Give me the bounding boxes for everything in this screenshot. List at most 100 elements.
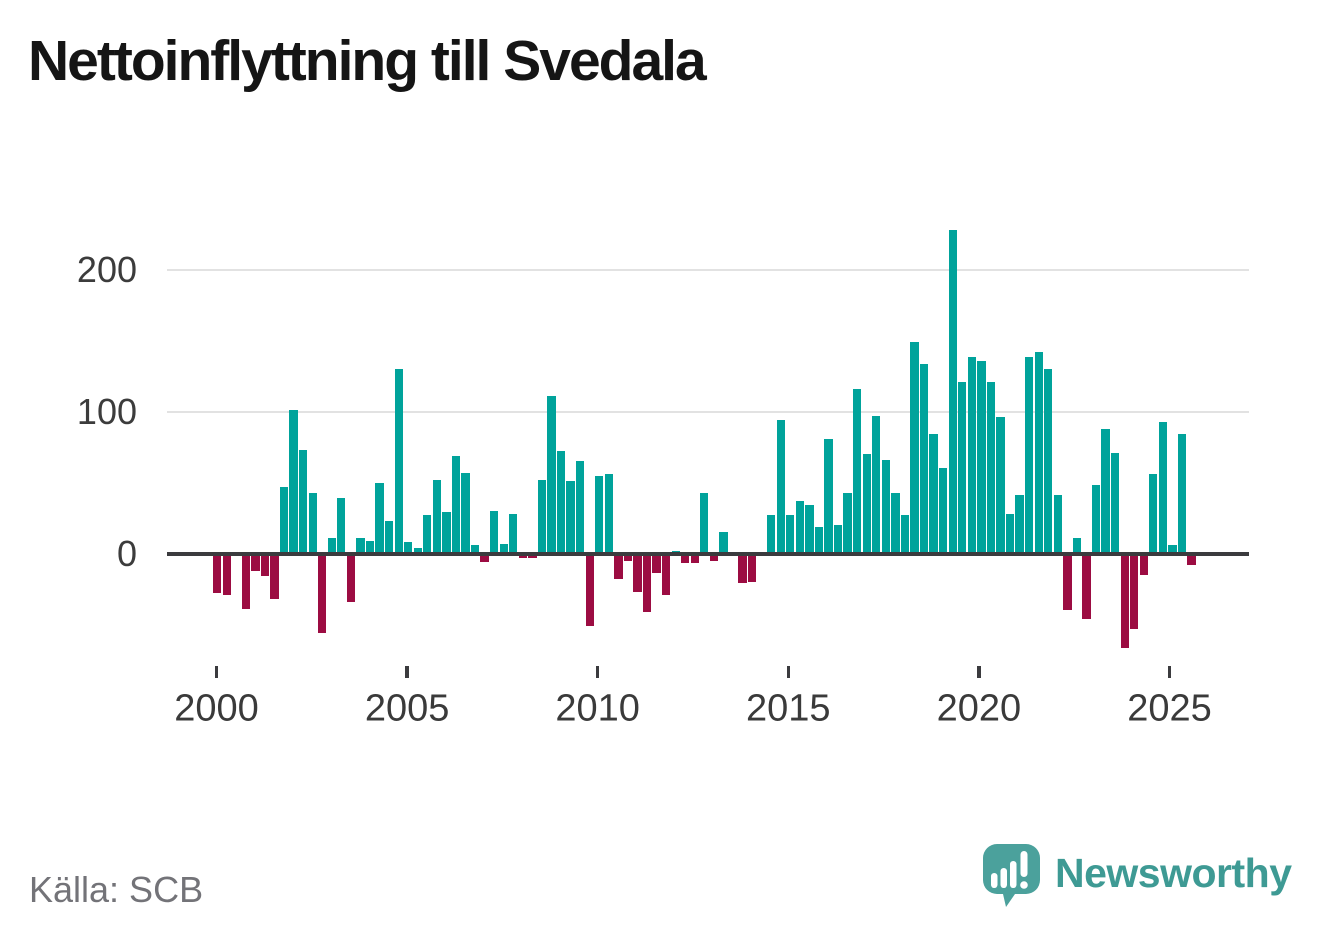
- bar-quarter-2023Q3: [1110, 452, 1120, 554]
- bar-quarter-2018Q4: [929, 434, 938, 554]
- bar-quarter-2005Q2: [413, 547, 422, 554]
- bar-quarter-2014Q1: [747, 553, 757, 582]
- bar-quarter-2020Q4: [1005, 513, 1015, 554]
- bar-quarter-2007Q4: [509, 513, 518, 554]
- bar-quarter-2001Q3: [270, 553, 279, 599]
- bar-quarter-2015Q2: [795, 501, 805, 554]
- bar-quarter-2021Q3: [1034, 352, 1043, 554]
- bar-quarter-2000Q1: [213, 553, 222, 594]
- bar-quarter-2022Q2: [1063, 553, 1072, 611]
- bar-quarter-2019Q4: [967, 356, 976, 554]
- bar-quarter-2011Q3: [652, 553, 661, 574]
- bar-quarter-2021Q2: [1025, 356, 1034, 554]
- bar-quarter-2005Q1: [404, 542, 413, 554]
- x-axis-tick-2020: [977, 666, 981, 678]
- newsworthy-wordmark: Newsworthy: [1055, 849, 1292, 896]
- gridline-y100: [167, 410, 1249, 413]
- bar-quarter-2002Q4: [318, 553, 327, 633]
- bar-quarter-2022Q3: [1072, 537, 1082, 554]
- bar-quarter-2003Q4: [356, 537, 365, 554]
- newsworthy-logo: Newsworthy: [982, 843, 1292, 909]
- bar-quarter-2013Q1: [709, 553, 719, 561]
- x-axis-label-2005: 2005: [364, 687, 450, 730]
- bar-quarter-2010Q2: [604, 474, 613, 554]
- bar-quarter-2002Q2: [298, 450, 308, 554]
- bar-quarter-2010Q3: [614, 553, 623, 579]
- bar-quarter-2005Q3: [423, 515, 432, 554]
- bar-quarter-2008Q3: [537, 479, 547, 554]
- bar-quarter-2015Q1: [786, 515, 795, 554]
- bar-quarter-2023Q4: [1120, 553, 1129, 649]
- bar-quarter-2025Q2: [1177, 434, 1187, 554]
- bar-quarter-2017Q3: [881, 459, 890, 554]
- bar-quarter-2006Q2: [451, 455, 461, 554]
- bar-quarter-2019Q3: [958, 382, 967, 554]
- bar-quarter-2006Q3: [461, 472, 470, 554]
- bar-quarter-2020Q1: [977, 360, 986, 554]
- bar-quarter-2011Q1: [633, 553, 642, 592]
- bar-quarter-2007Q2: [490, 510, 499, 554]
- bar-quarter-2004Q1: [365, 540, 375, 554]
- bar-quarter-2017Q1: [862, 454, 871, 554]
- bar-quarter-2009Q1: [556, 451, 566, 554]
- bar-quarter-2023Q1: [1091, 485, 1101, 554]
- bar-quarter-2013Q4: [738, 553, 747, 584]
- bar-quarter-2016Q2: [833, 525, 843, 554]
- x-axis-tick-2015: [786, 666, 791, 678]
- x-axis-label-2015: 2015: [746, 687, 831, 730]
- bar-quarter-2022Q1: [1053, 495, 1062, 554]
- zero-axis-line: [167, 551, 1249, 556]
- y-axis-label-100: 100: [76, 390, 137, 432]
- bar-quarter-2001Q4: [279, 486, 289, 554]
- gridline-y200: [167, 269, 1249, 272]
- bar-quarter-2004Q3: [384, 520, 394, 554]
- bar-quarter-2011Q4: [661, 553, 671, 595]
- bar-quarter-2001Q2: [260, 553, 270, 577]
- bar-quarter-2008Q4: [547, 396, 556, 554]
- bar-quarter-2009Q2: [566, 481, 575, 554]
- bar-quarter-2012Q3: [690, 553, 699, 564]
- bar-quarter-2018Q1: [900, 515, 910, 554]
- bar-quarter-2021Q1: [1015, 495, 1024, 554]
- bar-quarter-2007Q1: [480, 553, 489, 562]
- x-axis-tick-2000: [214, 666, 219, 678]
- bar-quarter-2000Q4: [241, 553, 250, 609]
- newsworthy-icon: [983, 844, 1040, 907]
- bar-quarter-2021Q4: [1044, 369, 1053, 554]
- bar-quarter-2011Q2: [642, 553, 652, 612]
- bar-quarter-2004Q4: [394, 369, 403, 554]
- bar-quarter-2009Q3: [576, 461, 585, 554]
- bar-quarter-2018Q2: [910, 342, 919, 554]
- bar-quarter-2020Q3: [996, 417, 1005, 554]
- chart-title: Nettoinflyttning till Svedala: [28, 29, 707, 93]
- bar-quarter-2012Q4: [700, 492, 709, 554]
- bar-quarter-2016Q4: [853, 389, 862, 554]
- bar-quarter-2024Q3: [1149, 474, 1158, 554]
- bar-quarter-2015Q3: [805, 505, 814, 554]
- y-axis-label-200: 200: [76, 249, 137, 291]
- bar-quarter-2003Q3: [346, 553, 356, 602]
- y-axis-label-0: 0: [116, 532, 137, 574]
- bar-quarter-2007Q3: [499, 543, 508, 554]
- bar-quarter-2003Q1: [327, 537, 336, 554]
- bar-quarter-2010Q4: [623, 553, 633, 561]
- bar-quarter-2020Q2: [986, 382, 996, 554]
- bar-quarter-2008Q1: [518, 553, 527, 558]
- x-axis-label-2025: 2025: [1127, 687, 1212, 730]
- bar-quarter-2009Q4: [585, 553, 594, 626]
- bar-quarter-2022Q4: [1082, 553, 1091, 619]
- bar-quarter-2025Q3: [1187, 553, 1196, 565]
- bar-quarter-2013Q2: [719, 532, 728, 554]
- x-axis-label-2010: 2010: [555, 687, 640, 730]
- bar-quarter-2004Q2: [375, 482, 384, 554]
- bar-quarter-2016Q3: [843, 492, 852, 554]
- bar-quarter-2005Q4: [432, 479, 442, 554]
- bar-quarter-2025Q1: [1168, 544, 1177, 554]
- bar-quarter-2012Q2: [681, 553, 690, 564]
- bar-quarter-2014Q4: [776, 420, 785, 554]
- bar-quarter-2014Q3: [767, 515, 776, 554]
- bar-quarter-2015Q4: [814, 526, 824, 554]
- bar-quarter-2008Q2: [528, 553, 537, 558]
- bar-quarter-2017Q4: [891, 492, 900, 554]
- bar-quarter-2023Q2: [1101, 428, 1110, 554]
